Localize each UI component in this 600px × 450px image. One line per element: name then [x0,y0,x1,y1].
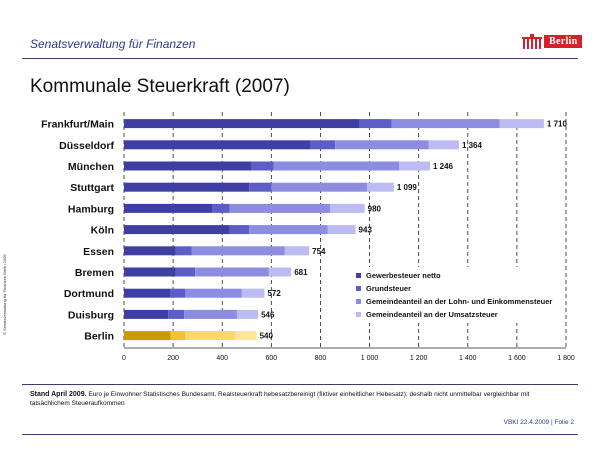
category-label-0: Frankfurt/Main [41,119,114,131]
berlin-logo: Berlin [522,34,583,49]
total-label-5: 943 [359,226,373,235]
category-label-7: Bremen [75,267,114,279]
total-label-9: 546 [261,310,275,319]
legend-swatch-0 [356,273,361,278]
bar-10-series-0 [124,331,171,341]
total-label-3: 1 099 [397,183,418,192]
bar-8-series-3 [241,288,265,298]
bar-3-series-3 [367,182,394,192]
x-tick-label-5: 1 000 [361,355,379,362]
bar-5-series-1 [229,225,250,235]
category-label-10: Berlin [84,331,114,343]
footer-note: Stand April 2009. Euro je Einwohner Stat… [30,390,570,408]
bar-0-series-1 [359,119,392,129]
x-tick-label-4: 800 [315,355,327,362]
bar-10-series-2 [185,331,236,341]
bar-9-series-1 [168,309,185,319]
category-label-2: München [68,161,114,173]
legend-swatch-2 [356,299,361,304]
bar-5-series-2 [249,225,328,235]
footer-rule [22,384,578,385]
total-label-0: 1 710 [547,120,568,129]
x-tick-label-0: 0 [122,355,126,362]
chart-title: Kommunale Steuerkraft (2007) [30,76,290,97]
legend-label-0: Gewerbesteuer netto [366,271,441,280]
bar-4-series-2 [229,203,331,213]
x-tick-label-7: 1 400 [459,355,477,362]
bar-8-series-2 [185,288,242,298]
bar-2-series-1 [251,161,274,171]
bar-6-series-2 [191,246,285,256]
bar-0-series-3 [499,119,544,129]
x-tick-label-1: 200 [167,355,179,362]
bar-7-series-1 [175,267,196,277]
legend-label-1: Grundsteuer [366,284,411,293]
bar-1-series-0 [124,140,311,150]
bar-3-series-2 [271,182,368,192]
bar-9-series-0 [124,309,169,319]
bar-10-series-3 [235,331,257,341]
legend-label-2: Gemeindeanteil an der Lohn- und Einkomme… [366,297,552,306]
total-label-2: 1 246 [433,162,454,171]
bar-5-series-3 [327,225,356,235]
bar-4-series-1 [212,203,230,213]
bar-7-series-3 [268,267,292,277]
brandenburg-gate-icon [522,34,542,49]
bar-1-series-2 [335,140,429,150]
bar-7-series-2 [195,267,269,277]
legend-swatch-1 [356,286,361,291]
legend-swatch-3 [356,312,361,317]
x-tick-label-9: 1 800 [557,355,575,362]
bar-8-series-0 [124,288,171,298]
bar-2-series-0 [124,161,252,171]
slide-id: VBKI 22.4.2009 | Folie 2 [503,419,574,426]
category-label-9: Duisburg [68,309,114,321]
total-label-8: 572 [267,289,281,298]
bar-2-series-2 [273,161,400,171]
total-label-10: 540 [260,332,274,341]
x-tick-label-6: 1 200 [410,355,428,362]
bar-3-series-0 [124,182,250,192]
bar-8-series-1 [170,288,186,298]
bar-0-series-2 [391,119,500,129]
category-label-4: Hamburg [68,203,114,215]
bar-6-series-3 [284,246,310,256]
bottom-rule [22,434,578,435]
footer-note-text: Euro je Einwohner Statistisches Bundesam… [30,391,530,407]
total-label-7: 681 [294,268,308,277]
bar-2-series-3 [399,161,430,171]
category-label-5: Köln [91,225,114,237]
total-label-4: 980 [368,204,382,213]
bar-1-series-3 [428,140,459,150]
logo-text: Berlin [544,35,583,48]
bar-4-series-0 [124,203,213,213]
bar-9-series-2 [184,309,237,319]
bar-7-series-0 [124,267,176,277]
legend-label-3: Gemeindeanteil an der Umsatzsteuer [366,310,498,319]
bar-10-series-1 [170,331,186,341]
category-label-8: Dortmund [64,288,114,300]
category-label-6: Essen [83,246,114,258]
bar-3-series-1 [249,182,272,192]
total-label-6: 754 [312,247,326,256]
total-label-1: 1 364 [462,141,483,150]
bar-0-series-0 [124,119,360,129]
bar-4-series-3 [330,203,365,213]
x-tick-label-3: 600 [265,355,277,362]
x-tick-label-8: 1 600 [508,355,526,362]
bar-5-series-0 [124,225,230,235]
x-tick-label-2: 400 [216,355,228,362]
category-label-3: Stuttgart [70,182,114,194]
footer-stand: Stand April 2009. [30,391,87,398]
bar-6-series-0 [124,246,176,256]
bar-6-series-1 [175,246,192,256]
legend-box [350,267,564,323]
bar-1-series-1 [310,140,336,150]
header-rule [22,58,578,59]
org-name: Senatsverwaltung für Finanzen [30,37,196,51]
category-label-1: Düsseldorf [59,140,114,152]
tax-chart: 0 200 400 600 800 1 000 1 200 1 400 1 600 1 800 Fr… [41,112,575,362]
bar-9-series-3 [236,309,259,319]
